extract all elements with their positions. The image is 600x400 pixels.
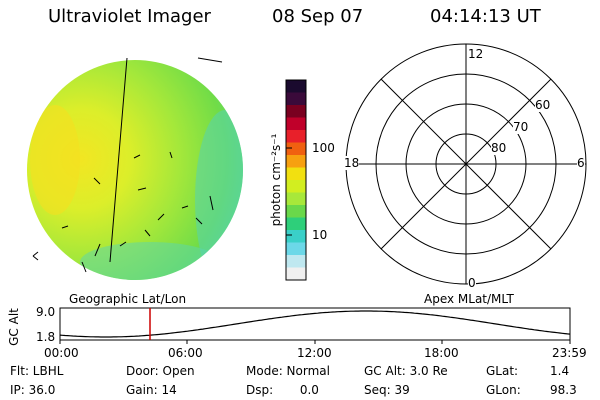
lat-label-80: 80 bbox=[491, 141, 507, 155]
timeline-ytick-1.8: 1.8 bbox=[36, 330, 56, 344]
ip-info: IP: 36.0 bbox=[10, 383, 56, 397]
gain-info: Gain: 14 bbox=[126, 383, 177, 397]
colorbar-segment bbox=[286, 142, 306, 156]
glon-value: 98.3 bbox=[550, 383, 577, 397]
door-info: Door: Open bbox=[126, 364, 195, 378]
glat-label: GLat: bbox=[486, 364, 519, 378]
colorbar-segment bbox=[286, 105, 306, 118]
mode-info: Mode: Normal bbox=[246, 364, 330, 378]
colorbar-segment bbox=[286, 192, 306, 206]
timeline-xtick-2: 12:00 bbox=[297, 346, 332, 360]
instrument-title: Ultraviolet Imager bbox=[48, 6, 211, 27]
seq-info: Seq: 39 bbox=[364, 383, 410, 397]
timeline-xtick-0: 00:00 bbox=[44, 346, 79, 360]
colorbar-tick-100: 100 bbox=[312, 141, 335, 155]
lat-label-60: 60 bbox=[535, 98, 551, 112]
mlt-label-0: 0 bbox=[468, 276, 476, 290]
colorbar-segment bbox=[286, 167, 306, 181]
colorbar-segment bbox=[286, 180, 306, 193]
colorbar-segment bbox=[286, 117, 306, 131]
dsp-info: Dsp: 0.0 bbox=[246, 383, 319, 397]
timeline-left-title: Geographic Lat/Lon bbox=[69, 292, 187, 306]
gcalt-info: GC Alt: 3.0 Re bbox=[364, 364, 448, 378]
colorbar-segment bbox=[286, 217, 306, 231]
colorbar-tick-10: 10 bbox=[312, 228, 328, 242]
timeline-xtick-3: 18:00 bbox=[424, 346, 459, 360]
lat-label-70: 70 bbox=[513, 120, 529, 134]
timeline-right-title: Apex MLat/MLT bbox=[424, 292, 514, 306]
colorbar-segment bbox=[286, 205, 306, 218]
colorbar-segment bbox=[286, 155, 306, 168]
timeline-ylabel: GC Alt bbox=[7, 308, 21, 346]
time-label: 04:14:13 UT bbox=[430, 6, 541, 27]
timeline-xtick-1: 06:00 bbox=[168, 346, 203, 360]
mlt-label-6: 6 bbox=[577, 156, 585, 170]
colorbar-segment bbox=[286, 267, 306, 281]
colorbar-segment bbox=[286, 230, 306, 243]
mlt-label-18: 18 bbox=[344, 156, 360, 170]
timeline-xtick-4: 23:59 bbox=[552, 346, 587, 360]
colorbar-segment bbox=[286, 255, 306, 268]
colorbar-segment bbox=[286, 130, 306, 143]
glat-value: 1.4 bbox=[550, 364, 570, 378]
colorbar-label: photon cm⁻²s⁻¹ bbox=[269, 133, 283, 227]
timeline-ytick-9: 9.0 bbox=[36, 305, 56, 319]
filter-info: Flt: LBHL bbox=[10, 364, 64, 378]
glon-label: GLon: bbox=[486, 383, 521, 397]
mlt-label-12: 12 bbox=[468, 47, 484, 61]
date-label: 08 Sep 07 bbox=[272, 6, 364, 27]
colorbar-segment bbox=[286, 242, 306, 256]
colorbar-segment bbox=[286, 80, 306, 93]
colorbar-segment bbox=[286, 92, 306, 106]
